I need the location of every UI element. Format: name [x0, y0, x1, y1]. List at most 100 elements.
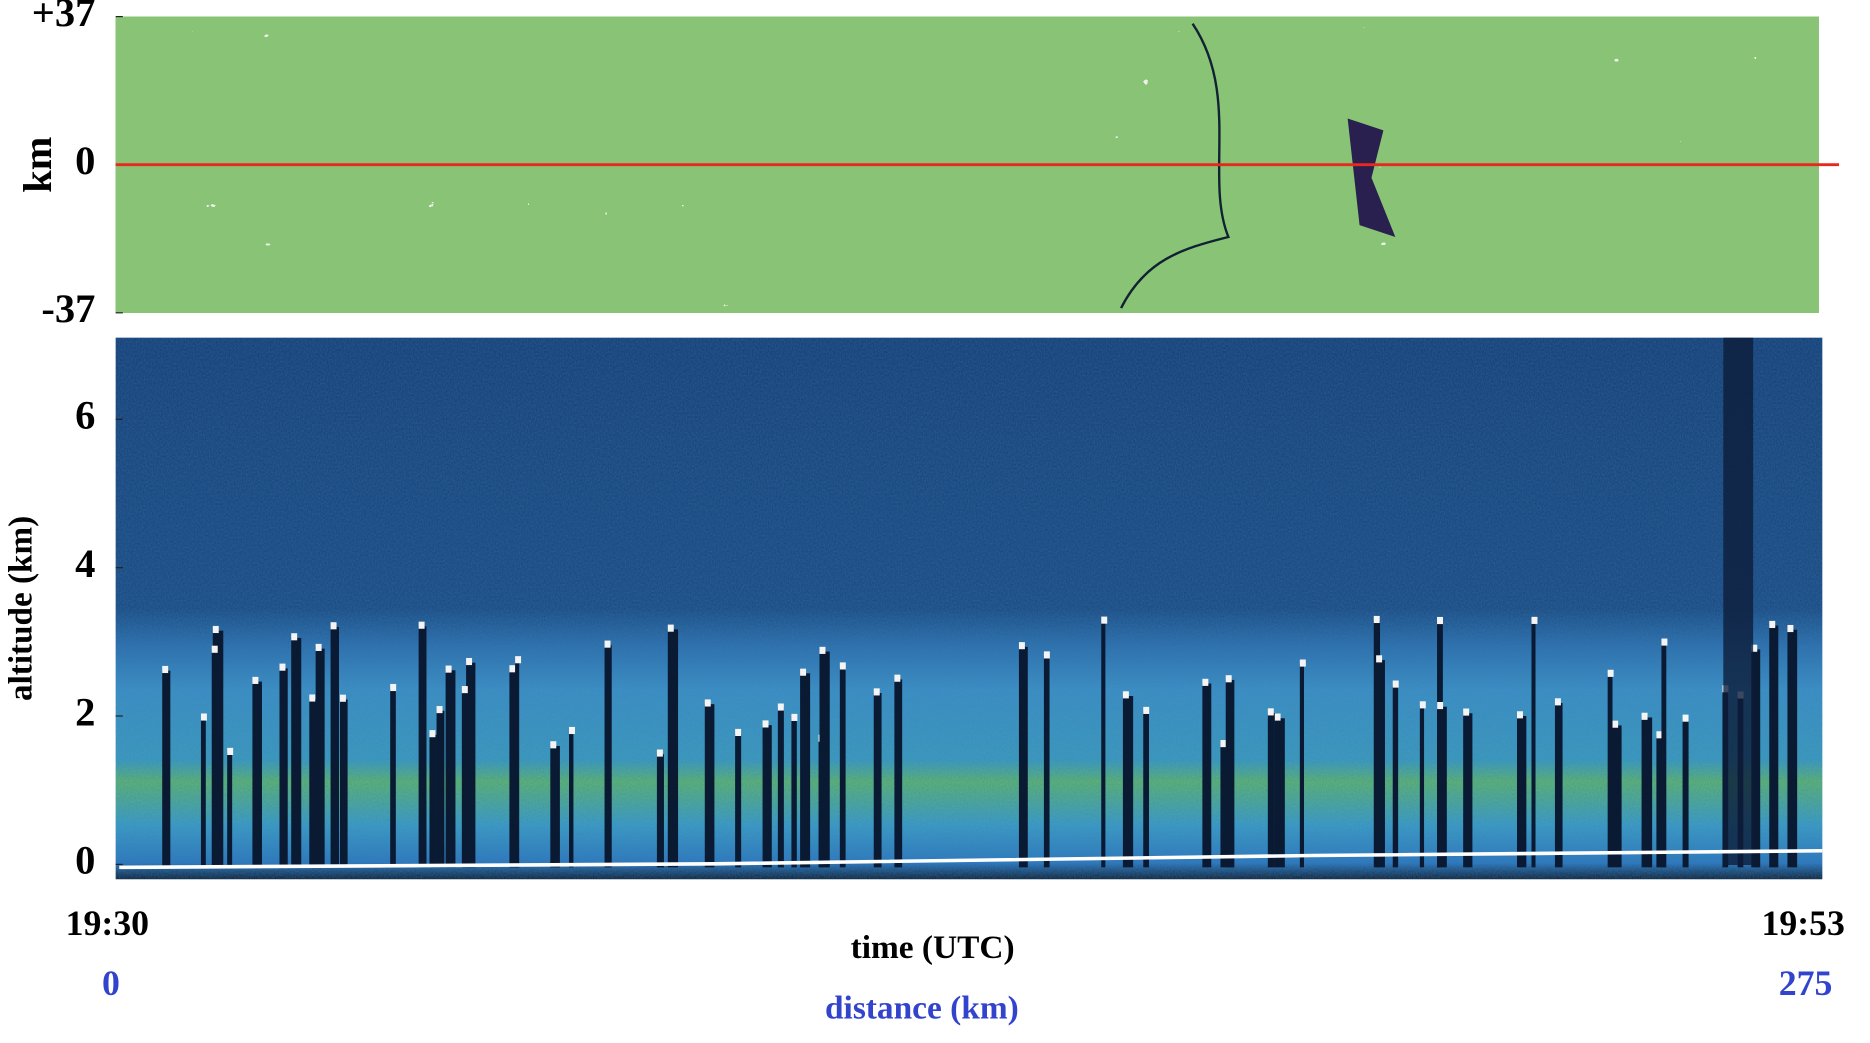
cloud-shadow: [1517, 716, 1526, 867]
cloud-shadow: [212, 650, 216, 867]
cloud-shadow: [316, 649, 325, 868]
cloud-shadow: [569, 732, 573, 868]
cloud-shadow: [800, 673, 810, 867]
cloud-top: [1612, 721, 1618, 728]
cloud-top: [605, 641, 611, 648]
cloud-top: [1393, 681, 1399, 688]
y-tick-label: 0: [75, 138, 95, 183]
cloud-shadow: [1019, 647, 1028, 868]
cloud-shadow: [1143, 712, 1149, 868]
page: {"chart_data": [ {"type": "image", "ylab…: [0, 0, 1870, 1043]
cloud-top: [1463, 709, 1469, 716]
cloud-top: [1143, 707, 1149, 714]
cloud-shadow: [874, 693, 882, 867]
cloud-shadow: [515, 661, 519, 867]
cloud-top: [279, 664, 285, 671]
cloud-shadow: [429, 735, 436, 868]
cloud-top: [437, 706, 443, 713]
cloud-top: [668, 625, 674, 632]
cloud-top: [705, 699, 711, 706]
cloud-shadow: [1101, 621, 1105, 867]
cloud-shadow: [763, 725, 772, 867]
cloud-top: [1374, 616, 1380, 623]
cloud-top: [419, 622, 425, 629]
cloud-top: [1226, 675, 1232, 682]
cloud-shadow: [1555, 703, 1563, 867]
cloud-top: [1787, 625, 1793, 632]
cloud-shadow: [735, 734, 741, 868]
cloud-shadow: [340, 699, 348, 867]
cloud-shadow: [1420, 706, 1424, 867]
cloud-top: [569, 727, 575, 734]
cloud-shadow: [437, 711, 445, 868]
x2-axis-label: distance (km): [825, 989, 1019, 1026]
cloud-top: [657, 750, 663, 757]
lidar-texture: [116, 338, 1823, 880]
cloud-shadow: [705, 704, 715, 867]
cloud-shadow: [1437, 707, 1447, 868]
cloud-top: [509, 665, 515, 672]
cloud-shadow: [820, 652, 830, 868]
lidar-panel: [116, 338, 1823, 880]
cloud-shadow: [791, 719, 796, 868]
cloud-top: [227, 748, 233, 755]
cloud-top: [778, 703, 784, 710]
cloud-shadow: [1769, 626, 1778, 868]
cloud-top: [1019, 642, 1025, 649]
cloud-top: [1642, 713, 1648, 720]
cloud-top: [763, 720, 769, 727]
cloud-top: [840, 662, 846, 669]
cloud-top: [201, 713, 207, 720]
cloud-shadow: [1531, 622, 1535, 868]
cloud-top: [213, 626, 219, 633]
cloud-top: [309, 694, 315, 701]
x2-tick-label: 275: [1779, 963, 1833, 1003]
cloud-top: [1101, 617, 1107, 624]
cloud-shadow: [390, 689, 396, 868]
cloud-top: [390, 684, 396, 691]
cloud-top: [1202, 679, 1208, 686]
cloud-top: [340, 695, 346, 702]
figure: +370-37km0246altitude (km)19:3019:53time…: [0, 0, 1870, 1038]
cloud-shadow: [605, 645, 612, 867]
cloud-shadow: [162, 671, 170, 868]
cloud-top: [1437, 617, 1443, 624]
cloud-top: [515, 656, 521, 663]
cloud-shadow: [227, 753, 232, 868]
cloud-top: [429, 730, 435, 737]
cloud-shadow: [1683, 719, 1689, 867]
y-tick-label: 6: [75, 393, 95, 438]
y-tick-label: 2: [75, 689, 95, 734]
cloud-shadow: [1300, 664, 1304, 867]
cloud-top: [791, 714, 797, 721]
cloud-shadow: [201, 718, 206, 867]
cloud-top: [466, 658, 472, 665]
cloud-shadow: [778, 708, 784, 867]
cloud-top: [1531, 617, 1537, 624]
cloud-shadow: [1226, 680, 1235, 867]
cloud-shadow: [550, 746, 560, 867]
cloud-top: [1517, 711, 1523, 718]
x-tick-label: 19:30: [66, 903, 149, 943]
cloud-shadow: [1220, 745, 1226, 868]
x-tick-label: 19:53: [1761, 903, 1844, 943]
cloud-shadow: [1608, 675, 1613, 868]
cloud-shadow: [668, 629, 678, 867]
y-tick-label: 0: [75, 838, 95, 883]
y-axis-label: km: [15, 137, 60, 193]
cloud-top: [446, 666, 452, 673]
cloud-top: [1769, 621, 1775, 628]
cloud-top: [735, 729, 741, 736]
cloud-top: [316, 644, 322, 651]
cloud-top: [1044, 651, 1050, 658]
cloud-top: [1608, 670, 1614, 677]
cloud-top: [894, 675, 900, 682]
cloud-shadow: [331, 627, 339, 867]
cloud-top: [874, 688, 880, 695]
cloud-shadow: [1393, 685, 1398, 867]
cloud-shadow: [894, 679, 902, 867]
cloud-shadow: [1202, 684, 1211, 868]
cloud-top: [1376, 655, 1382, 662]
cloud-shadow: [1612, 725, 1621, 867]
y-tick-label: -37: [41, 286, 95, 331]
